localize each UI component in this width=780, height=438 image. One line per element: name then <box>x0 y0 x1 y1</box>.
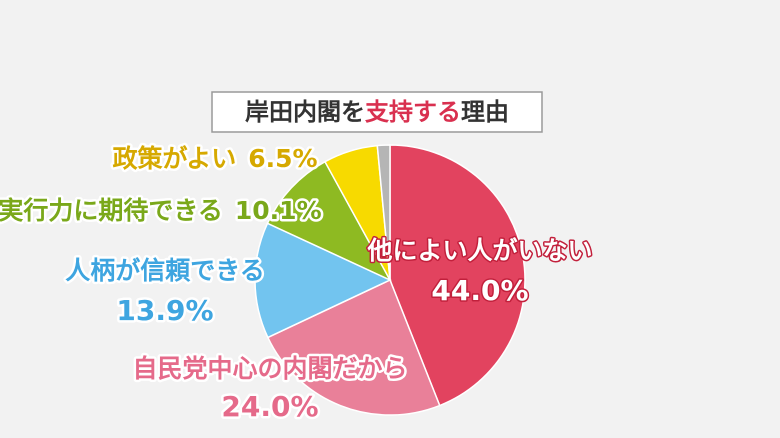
category-label: 自民党中心の内閣だから <box>132 354 407 383</box>
pie-slice <box>266 278 441 416</box>
value-label: 24.0% <box>221 390 318 423</box>
slice-label: 政策がよい 6.5% <box>112 144 317 173</box>
slice-label: 実行力に期待できる 10.1% <box>0 196 322 225</box>
pie-slice <box>266 160 392 282</box>
title-segment: 岸田内閣を <box>245 98 365 126</box>
category-label: 政策がよい <box>112 144 236 173</box>
value-label: 10.1% <box>235 196 322 225</box>
category-label: 人柄が信頼できる <box>65 256 265 285</box>
value-label: 6.5% <box>248 144 317 173</box>
value-label: 13.9% <box>116 294 213 327</box>
title-box <box>211 91 543 133</box>
category-label: 他によい人がいない <box>366 236 592 265</box>
title-segment: 支持する <box>365 98 461 126</box>
chart-title: 岸田内閣を支持する理由 <box>245 98 509 126</box>
value-label: 44.0% <box>431 274 528 307</box>
category-label: 実行力に期待できる <box>0 196 223 225</box>
title-segment: 理由 <box>461 98 509 126</box>
pie-slice <box>254 222 392 339</box>
pie-slice <box>376 144 391 281</box>
pie-slice <box>389 144 526 407</box>
